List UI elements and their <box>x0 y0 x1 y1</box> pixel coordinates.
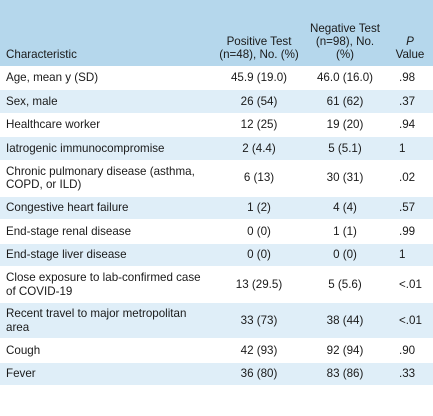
p-value-cell: 1 <box>387 136 433 161</box>
table-body: Age, mean y (SD) 45.9 (19.0) 46.0 (16.0)… <box>0 66 433 386</box>
row-label: Fever <box>0 362 215 386</box>
negative-cell: 4 (4) <box>303 196 387 220</box>
p-value-cell: <.01 <box>387 302 433 339</box>
negative-cell: 92 (94) <box>303 338 387 363</box>
p-value-cell: <.01 <box>387 266 433 303</box>
p-value-cell: .37 <box>387 89 433 114</box>
table-row: Congestive heart failure 1 (2) 4 (4) .57 <box>0 196 433 220</box>
header-p-value: P Value <box>387 0 433 66</box>
row-label: Cough <box>0 338 215 363</box>
p-value-cell: .99 <box>387 219 433 244</box>
negative-cell: 5 (5.6) <box>303 266 387 303</box>
table-row: Close exposure to lab-confirmed case of … <box>0 266 433 303</box>
header-characteristic: Characteristic <box>0 0 215 66</box>
positive-cell: 33 (73) <box>215 302 303 339</box>
p-value-cell: 1 <box>387 243 433 267</box>
p-value-cell: .90 <box>387 338 433 363</box>
p-value-cell: .57 <box>387 196 433 220</box>
negative-cell: 46.0 (16.0) <box>303 66 387 90</box>
positive-cell: 36 (80) <box>215 362 303 386</box>
negative-cell: 61 (62) <box>303 89 387 114</box>
table-row: End-stage renal disease 0 (0) 1 (1) .99 <box>0 219 433 244</box>
table-row: Recent travel to major metropolitan area… <box>0 302 433 339</box>
negative-cell: 19 (20) <box>303 113 387 137</box>
negative-cell: 5 (5.1) <box>303 136 387 161</box>
table-row: Chronic pulmonary disease (asthma, COPD,… <box>0 160 433 197</box>
header-negative-test: Negative Test (n=98), No. (%) <box>303 0 387 66</box>
table-row: Age, mean y (SD) 45.9 (19.0) 46.0 (16.0)… <box>0 66 433 90</box>
row-label: Congestive heart failure <box>0 196 215 220</box>
header-positive-test: Positive Test (n=48), No. (%) <box>215 0 303 66</box>
negative-cell: 1 (1) <box>303 219 387 244</box>
row-label: Recent travel to major metropolitan area <box>0 302 215 339</box>
positive-cell: 0 (0) <box>215 243 303 267</box>
row-label: End-stage renal disease <box>0 219 215 244</box>
positive-cell: 0 (0) <box>215 219 303 244</box>
row-label: Age, mean y (SD) <box>0 66 215 90</box>
row-label: Chronic pulmonary disease (asthma, COPD,… <box>0 160 215 197</box>
table-row: End-stage liver disease 0 (0) 0 (0) 1 <box>0 243 433 267</box>
positive-cell: 12 (25) <box>215 113 303 137</box>
header-p-letter: P <box>406 35 414 48</box>
table-header: Characteristic Positive Test (n=48), No.… <box>0 0 433 66</box>
positive-cell: 1 (2) <box>215 196 303 220</box>
table-row: Fever 36 (80) 83 (86) .33 <box>0 362 433 386</box>
positive-cell: 13 (29.5) <box>215 266 303 303</box>
negative-cell: 83 (86) <box>303 362 387 386</box>
p-value-cell: .02 <box>387 160 433 197</box>
table-row: Iatrogenic immunocompromise 2 (4.4) 5 (5… <box>0 136 433 161</box>
positive-cell: 42 (93) <box>215 338 303 363</box>
row-label: Healthcare worker <box>0 113 215 137</box>
p-value-cell: .94 <box>387 113 433 137</box>
table-row: Cough 42 (93) 92 (94) .90 <box>0 338 433 363</box>
table-row: Sex, male 26 (54) 61 (62) .37 <box>0 89 433 114</box>
row-label: End-stage liver disease <box>0 243 215 267</box>
row-label: Close exposure to lab-confirmed case of … <box>0 266 215 303</box>
positive-cell: 45.9 (19.0) <box>215 66 303 90</box>
negative-cell: 30 (31) <box>303 160 387 197</box>
negative-cell: 0 (0) <box>303 243 387 267</box>
p-value-cell: .98 <box>387 66 433 90</box>
header-row: Characteristic Positive Test (n=48), No.… <box>0 0 433 66</box>
p-value-cell: .33 <box>387 362 433 386</box>
positive-cell: 2 (4.4) <box>215 136 303 161</box>
positive-cell: 6 (13) <box>215 160 303 197</box>
table-row: Healthcare worker 12 (25) 19 (20) .94 <box>0 113 433 137</box>
row-label: Sex, male <box>0 89 215 114</box>
positive-cell: 26 (54) <box>215 89 303 114</box>
negative-cell: 38 (44) <box>303 302 387 339</box>
row-label: Iatrogenic immunocompromise <box>0 136 215 161</box>
characteristics-table: Characteristic Positive Test (n=48), No.… <box>0 0 433 386</box>
header-value-word: Value <box>395 48 425 61</box>
